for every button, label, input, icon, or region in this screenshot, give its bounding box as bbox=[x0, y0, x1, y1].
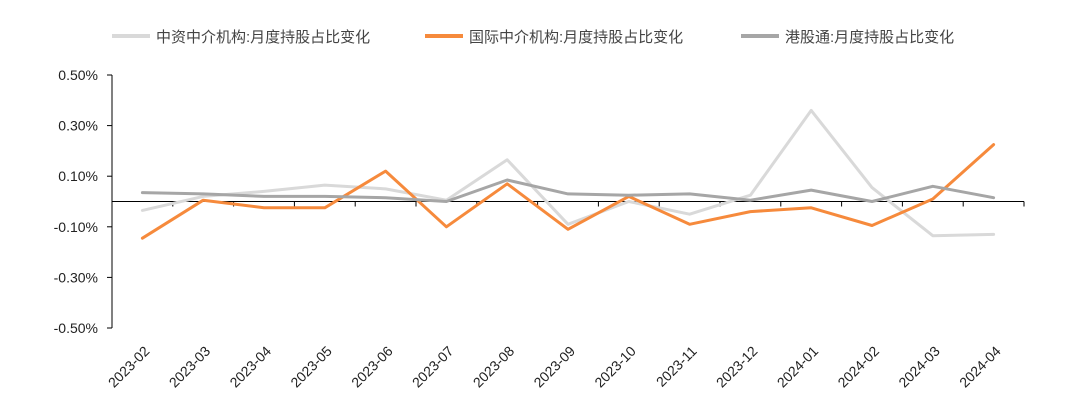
legend: 中资中介机构:月度持股占比变化 国际中介机构:月度持股占比变化 港股通:月度持股… bbox=[0, 24, 1080, 48]
y-tick-label: -0.30% bbox=[54, 269, 98, 285]
legend-item-stock-connect: 港股通:月度持股占比变化 bbox=[741, 24, 954, 48]
x-tick-label: 2023-05 bbox=[287, 343, 335, 391]
legend-label-international-brokers: 国际中介机构:月度持股占比变化 bbox=[469, 28, 684, 46]
legend-label-domestic-brokers: 中资中介机构:月度持股占比变化 bbox=[156, 28, 371, 46]
series-line-international-brokers bbox=[140, 143, 996, 240]
x-tick-label: 2023-04 bbox=[226, 343, 274, 391]
legend-label-stock-connect: 港股通:月度持股占比变化 bbox=[785, 28, 955, 46]
y-tick-label: -0.50% bbox=[54, 320, 98, 336]
x-tick-label: 2024-02 bbox=[834, 343, 882, 391]
x-tick-label: 2023-09 bbox=[530, 343, 578, 391]
y-tick-label: 0.30% bbox=[58, 118, 98, 134]
x-tick-label: 2023-03 bbox=[166, 343, 214, 391]
y-tick-label: 0.50% bbox=[58, 67, 98, 83]
legend-item-international-brokers: 国际中介机构:月度持股占比变化 bbox=[425, 24, 683, 48]
y-tick-label: -0.10% bbox=[54, 219, 98, 235]
series-line-stock-connect bbox=[140, 178, 996, 203]
x-tick-label: 2023-12 bbox=[713, 343, 761, 391]
x-tick-label: 2024-01 bbox=[774, 343, 822, 391]
x-tick-label: 2023-08 bbox=[470, 343, 518, 391]
legend-swatch-stock-connect bbox=[741, 34, 779, 38]
x-tick-label: 2023-02 bbox=[105, 343, 153, 391]
legend-swatch-international-brokers bbox=[425, 34, 463, 38]
legend-swatch-domestic-brokers bbox=[112, 34, 150, 38]
x-tick-label: 2023-07 bbox=[409, 343, 457, 391]
series-line-domestic-brokers bbox=[140, 108, 996, 238]
x-tick-label: 2024-03 bbox=[895, 343, 943, 391]
x-tick-label: 2023-10 bbox=[591, 343, 639, 391]
x-tick-label: 2024-04 bbox=[956, 343, 1004, 391]
x-tick-label: 2023-06 bbox=[348, 343, 396, 391]
x-tick-label: 2023-11 bbox=[653, 343, 700, 390]
y-tick-label: 0.10% bbox=[58, 168, 98, 184]
legend-item-domestic-brokers: 中资中介机构:月度持股占比变化 bbox=[112, 24, 370, 48]
